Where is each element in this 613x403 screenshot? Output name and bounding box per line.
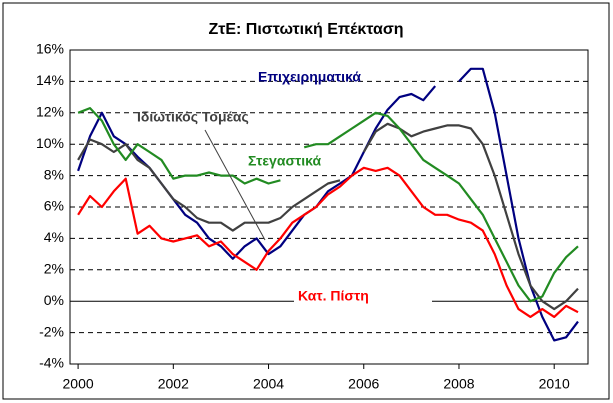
series-label: Κατ. Πίστη	[298, 288, 369, 304]
x-tick-label: 2002	[158, 376, 189, 392]
y-tick-label: 2%	[44, 261, 64, 277]
x-tick-label: 2000	[63, 376, 94, 392]
series-line	[77, 166, 579, 318]
label-bg	[294, 288, 432, 306]
series-line	[77, 67, 579, 342]
pointer	[204, 129, 266, 241]
x-tick-label: 2006	[348, 376, 379, 392]
x-tick-label: 2004	[253, 376, 284, 392]
x-tick-label: 2008	[443, 376, 474, 392]
chart-title: ΖτΕ: Πιστωτική Επέκταση	[208, 21, 403, 38]
y-tick-label: 8%	[44, 166, 64, 182]
y-tick-label: 16%	[36, 41, 64, 57]
series-label: Επιχειρηματικά	[258, 69, 361, 85]
y-tick-label: 12%	[36, 104, 64, 120]
series-label: Στεγαστικά	[248, 153, 322, 169]
y-tick-label: 4%	[44, 229, 64, 245]
series-line	[77, 107, 579, 303]
y-tick-label: 14%	[36, 72, 64, 88]
y-tick-label: 6%	[44, 198, 64, 214]
y-tick-label: -4%	[39, 355, 64, 371]
series-label: Ιδιωτικός Τομέας	[137, 109, 249, 125]
y-tick-label: -2%	[39, 323, 64, 339]
x-tick-label: 2010	[539, 376, 570, 392]
y-tick-label: 0%	[44, 292, 64, 308]
plot-frame	[69, 49, 589, 365]
y-tick-label: 10%	[36, 135, 64, 151]
